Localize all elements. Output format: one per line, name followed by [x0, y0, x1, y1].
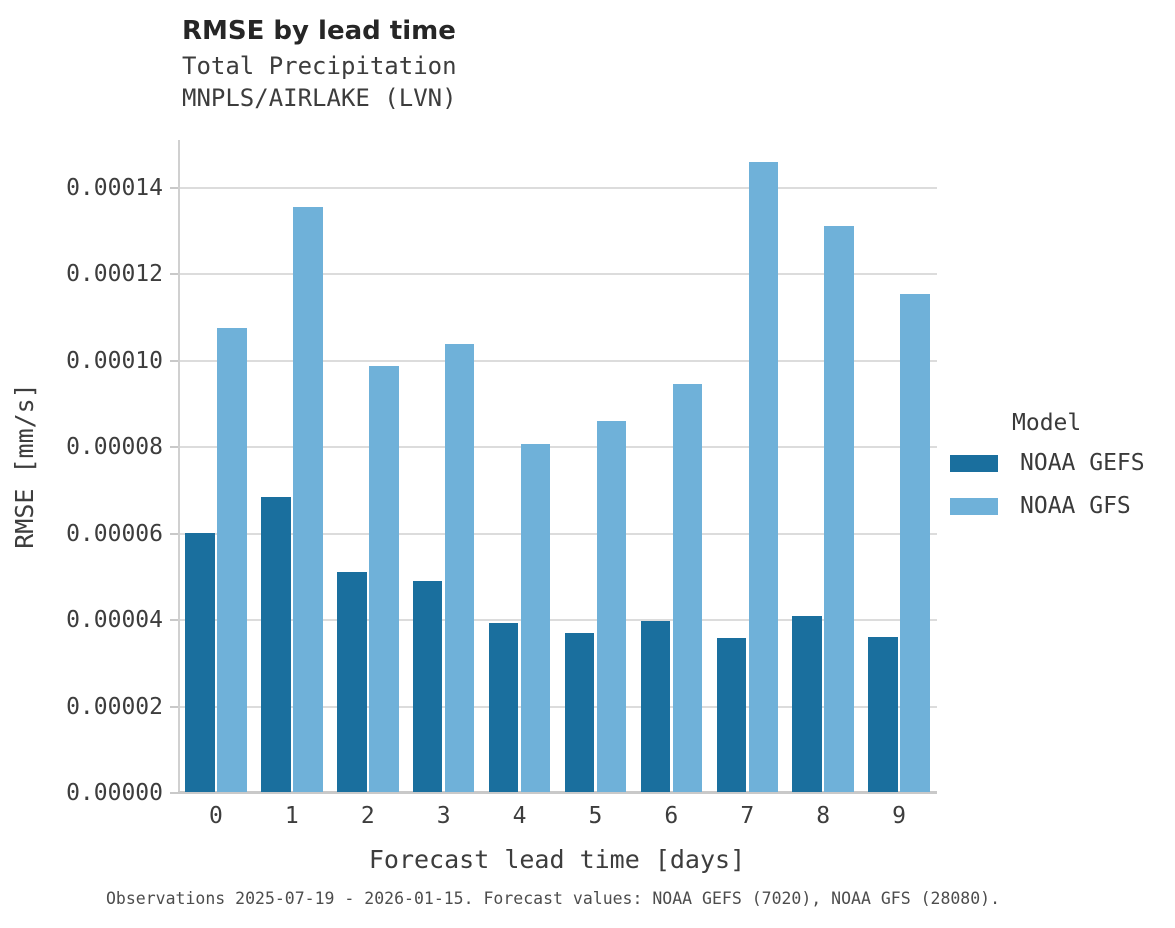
y-tick-label: 0.00002 — [66, 693, 163, 720]
bar-gfs-day8 — [824, 226, 854, 792]
bar-gefs-day5 — [564, 632, 595, 792]
bar-gfs-day4 — [520, 444, 551, 792]
y-tick-mark — [170, 273, 178, 276]
bar-gefs-day3 — [412, 580, 443, 792]
y-tick-mark — [170, 359, 178, 362]
x-tick-label: 7 — [740, 803, 755, 829]
y-tick-label: 0.00012 — [66, 261, 163, 288]
y-tick-label: 0.00000 — [66, 780, 163, 806]
bar-gefs-day1 — [261, 496, 291, 792]
legend-title: Model — [1012, 410, 1082, 436]
legend-item-gefs: NOAA GEFS — [950, 450, 1145, 476]
bar-gfs-day0 — [217, 327, 247, 792]
bar-gfs-day9 — [900, 293, 930, 792]
bar-gefs-day9 — [868, 637, 898, 792]
gridline — [180, 273, 937, 276]
y-tick-label: 0.00004 — [66, 607, 163, 634]
gridline — [180, 186, 937, 189]
legend: Model NOAA GEFS NOAA GFS — [950, 410, 1145, 536]
x-tick-label: 0 — [209, 803, 223, 829]
bar-gfs-day3 — [444, 343, 475, 792]
y-tick-label: 0.00014 — [66, 174, 163, 201]
y-tick-label: 0.00006 — [66, 520, 163, 547]
bar-gefs-day6 — [640, 620, 671, 792]
legend-label-gefs: NOAA GEFS — [1020, 450, 1145, 476]
bar-gfs-day7 — [748, 162, 778, 792]
gefs-swatch-icon — [950, 454, 998, 472]
y-tick-mark — [170, 446, 178, 449]
y-tick-mark — [170, 619, 178, 622]
x-axis-spine — [178, 791, 937, 794]
y-tick-mark — [170, 186, 178, 189]
gridline — [180, 619, 937, 622]
bar-gefs-day0 — [185, 532, 215, 792]
gfs-swatch-icon — [950, 497, 998, 515]
bar-gefs-day8 — [792, 616, 822, 792]
y-axis-label: RMSE [mm/s] — [10, 383, 39, 549]
x-tick-label: 8 — [816, 803, 831, 829]
bar-gfs-day6 — [672, 384, 703, 792]
y-tick-label: 0.00010 — [66, 347, 163, 374]
x-tick-label: 2 — [360, 803, 375, 829]
chart-subtitle-station: MNPLS/AIRLAKE (LVN) — [182, 84, 457, 112]
y-axis-spine — [178, 140, 180, 793]
caption-text: Observations 2025-07-19 - 2026-01-15. Fo… — [106, 889, 1001, 908]
gridline — [180, 446, 937, 449]
y-tick-mark — [170, 792, 178, 794]
bar-gefs-day7 — [716, 638, 746, 792]
gridline — [180, 359, 937, 362]
bar-gfs-day2 — [369, 365, 399, 792]
plot-area: 0.00000 0.00002 0.00004 0.00006 0.00008 0.000… — [66, 140, 937, 829]
chart-subtitle-variable: Total Precipitation — [182, 52, 457, 80]
x-tick-label: 6 — [664, 803, 679, 829]
x-tick-label: 4 — [512, 803, 527, 829]
legend-item-gfs: NOAA GFS — [950, 493, 1145, 519]
y-tick-mark — [170, 532, 178, 535]
y-tick-label: 0.00008 — [66, 434, 163, 461]
bar-gefs-day4 — [488, 623, 519, 792]
x-tick-label: 3 — [436, 803, 451, 829]
gridline — [180, 705, 937, 708]
bar-gfs-day1 — [293, 206, 323, 792]
gridline — [180, 532, 937, 535]
x-tick-label: 9 — [892, 803, 906, 829]
x-tick-label: 5 — [588, 803, 603, 829]
x-tick-label: 1 — [284, 803, 299, 829]
bar-gfs-day5 — [596, 420, 627, 792]
legend-label-gfs: NOAA GFS — [1020, 493, 1131, 519]
y-tick-mark — [170, 705, 178, 708]
chart-title: RMSE by lead time — [182, 16, 456, 46]
bar-gefs-day2 — [337, 572, 367, 792]
x-axis-label: Forecast lead time [days] — [368, 845, 746, 874]
